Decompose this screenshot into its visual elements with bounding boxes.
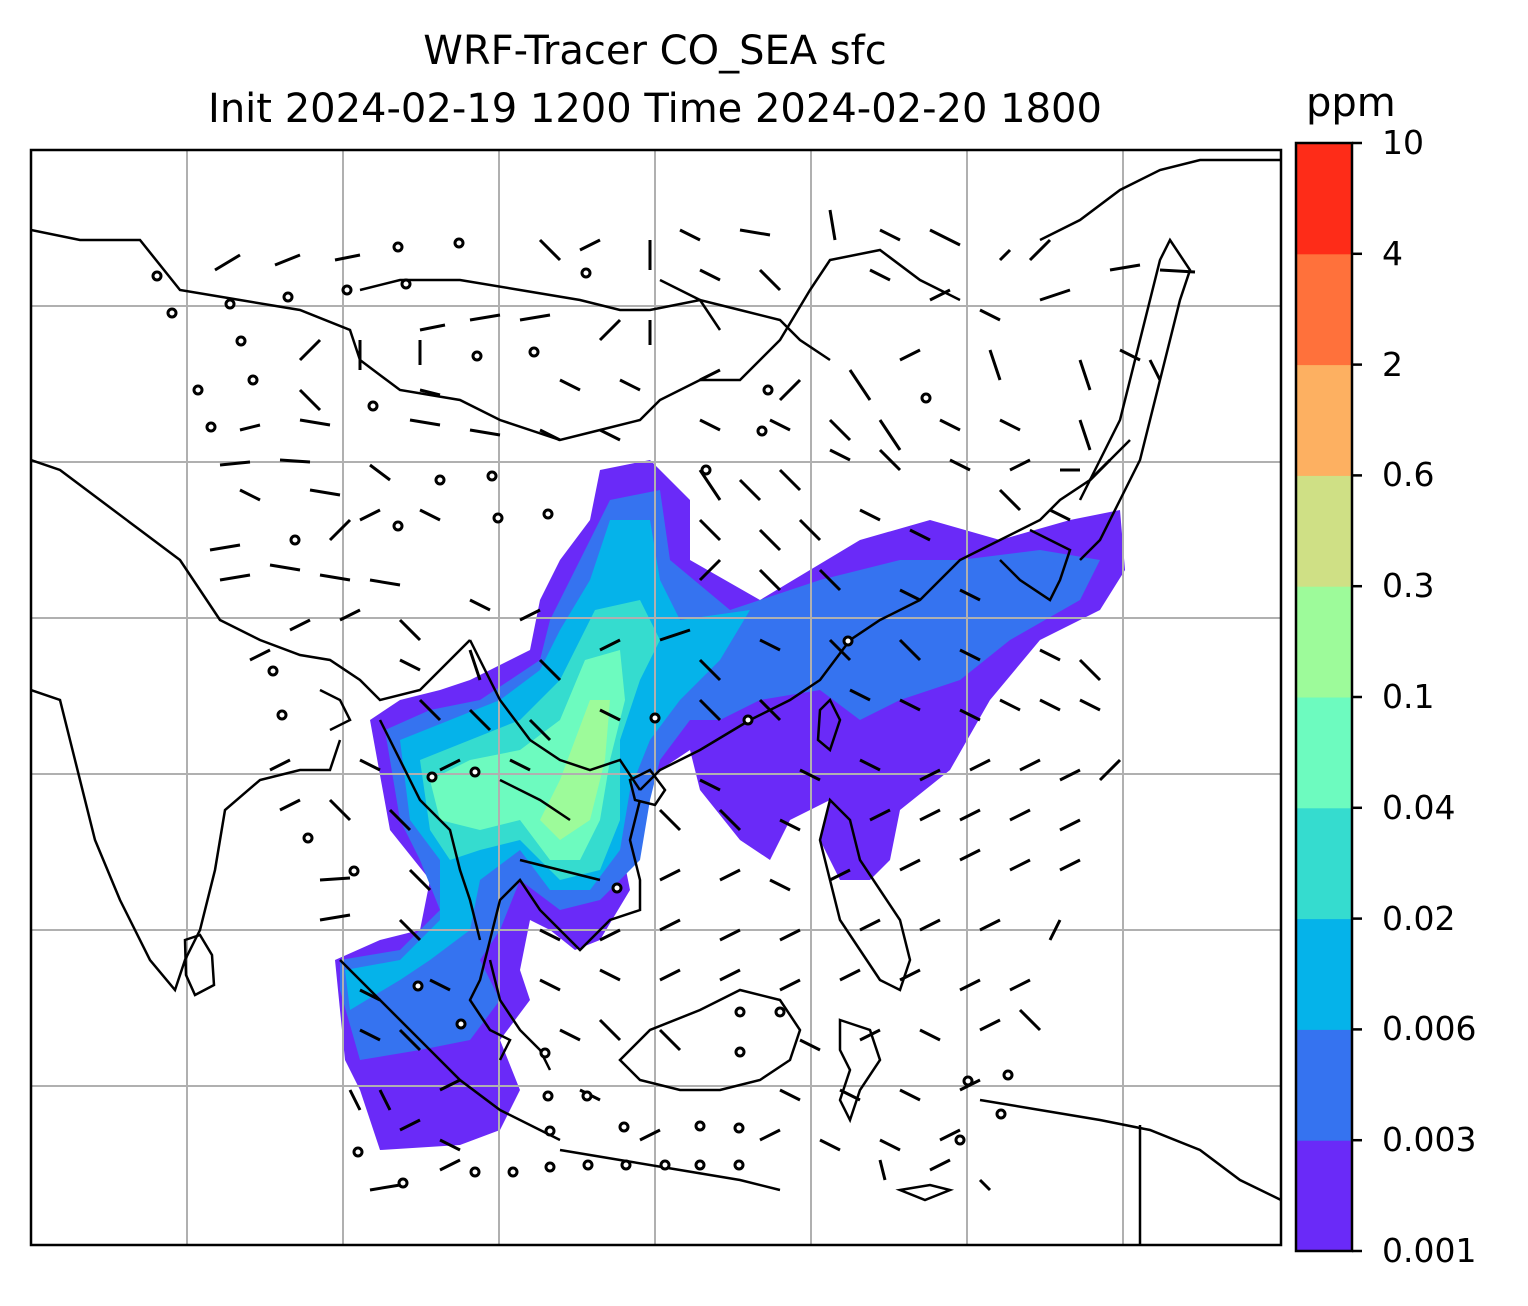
russia-coast [1039,158,1281,242]
borneo [618,988,802,1092]
colorbar-ticks [1352,141,1362,1253]
bangladesh [319,688,352,732]
colorbar-tick-label: 0.006 [1382,1009,1477,1049]
colorbar-tick-label: 2 [1382,344,1403,384]
map-frame [29,148,1283,1247]
new-guinea [979,1098,1281,1202]
colorbar-block-4 [1296,697,1352,809]
figure-title-line2: Init 2024-02-19 1200 Time 2024-02-20 180… [208,86,1102,132]
sulawesi [838,1018,882,1124]
korea [999,528,1072,602]
calm-markers [151,237,1014,1189]
indochina [468,799,642,1061]
colorbar-block-7 [1296,364,1352,476]
taiwan [816,697,842,753]
figure-title-line1: WRF-Tracer CO_SEA sfc [423,28,887,74]
sri-lanka [183,933,216,997]
tracer-plume [335,460,1125,1150]
plume-level-5 [540,700,610,840]
colorbar-tick-label: 10 [1382,123,1424,162]
lakes-baikal [659,278,722,331]
colorbar-block-3 [1296,807,1352,920]
japan [1078,237,1192,561]
myanmar-thai [378,719,482,941]
colorbar-block-6 [1296,475,1352,587]
colorbar-tick-label: 0.003 [1382,1120,1477,1160]
colorbar-tick-label: 0.6 [1382,455,1435,495]
colorbar-unit-label: ppm [1306,80,1396,126]
colorbar-block-1 [1296,1029,1352,1141]
colorbar-block-0 [1296,1140,1352,1252]
colorbar-blocks [1296,143,1352,1252]
colorbar-tick-label: 0.02 [1382,898,1456,938]
colorbar-tick-label: 0.3 [1382,566,1435,606]
china-coast [639,439,1131,791]
colorbar-block-9 [1296,143,1352,255]
wind-barbs [209,209,1196,1192]
colorbar-tick-label: 4 [1382,233,1403,273]
colorbar-block-5 [1296,586,1352,698]
mongolia-border [359,278,831,362]
colorbar-block-2 [1296,918,1352,1030]
himalaya-border [31,458,471,702]
timor [895,1183,955,1202]
colorbar-tick-label: 0.001 [1382,1231,1477,1270]
interior-borders [468,639,642,882]
hainan [628,768,667,807]
colorbar-block-8 [1296,253,1352,366]
colorbar-tick-label: 0.04 [1382,787,1456,827]
colorbar-tick-label: 0.1 [1382,677,1435,716]
plume-level-1 [340,490,1100,1060]
java [559,1148,781,1192]
